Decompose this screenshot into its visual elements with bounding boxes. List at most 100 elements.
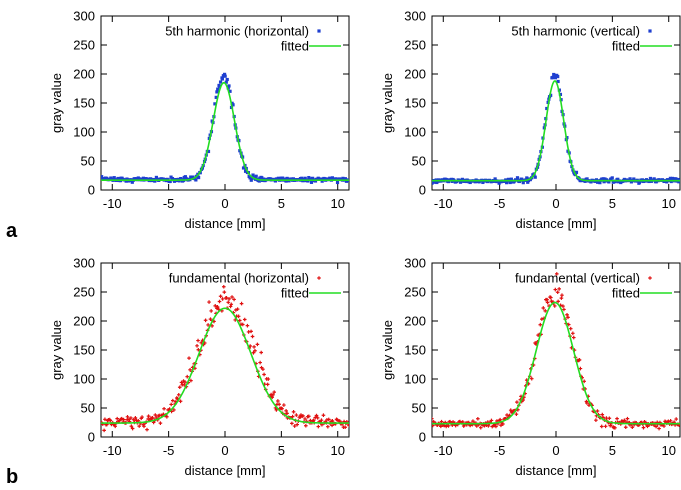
data-point: [520, 177, 524, 181]
data-point: [240, 322, 245, 327]
data-point: [486, 424, 491, 428]
data-point: [545, 300, 550, 305]
y-tick-label: 150: [404, 343, 426, 358]
data-point: [501, 422, 505, 426]
data-point: [250, 334, 255, 339]
plot-frame: [100, 262, 350, 438]
data-point: [140, 415, 144, 419]
y-axis-label: gray value: [380, 73, 395, 133]
data-point: [540, 317, 544, 321]
data-point: [607, 180, 611, 184]
y-tick-label: 50: [412, 401, 426, 416]
data-point: [525, 176, 529, 180]
x-tick-label: -10: [103, 196, 122, 211]
data-point: [320, 179, 324, 183]
data-point: [215, 90, 219, 94]
data-point: [603, 424, 608, 429]
data-point: [185, 374, 190, 379]
data-point: [172, 179, 177, 183]
data-point: [555, 290, 560, 295]
data-point: [551, 75, 555, 80]
data-point: [446, 179, 451, 184]
data-point: [498, 417, 502, 422]
fitted-curve: [432, 80, 680, 182]
data-point: [616, 177, 620, 181]
legend-marker: [317, 29, 321, 33]
data-point: [272, 390, 276, 394]
data-point: [676, 177, 680, 182]
data-point: [154, 175, 158, 180]
data-point: [557, 287, 561, 291]
data-point: [203, 318, 208, 323]
data-point: [601, 177, 605, 181]
data-point: [291, 410, 296, 414]
data-point: [529, 376, 534, 381]
data-point: [446, 424, 451, 428]
data-point: [294, 413, 299, 417]
data-point: [227, 84, 231, 88]
y-tick-label: 0: [88, 430, 95, 445]
data-point: [229, 302, 234, 307]
data-point: [556, 299, 560, 304]
data-point: [129, 416, 133, 420]
data-point: [241, 166, 246, 170]
data-point: [545, 106, 549, 111]
data-point: [314, 413, 319, 418]
data-point: [189, 378, 193, 383]
data-point: [313, 179, 318, 183]
data-point: [218, 80, 223, 84]
data-point: [568, 326, 573, 331]
y-tick-label: 100: [73, 125, 95, 140]
data-point: [218, 294, 223, 299]
x-tick-label: -10: [434, 196, 453, 211]
data-point: [261, 367, 265, 371]
data-point: [553, 76, 558, 80]
data-point: [165, 414, 169, 419]
data-point: [254, 174, 258, 178]
data-point: [654, 424, 658, 429]
data-point: [222, 290, 227, 294]
data-point: [145, 427, 149, 432]
data-point: [660, 178, 665, 182]
data-point: [177, 385, 182, 390]
y-tick-label: 200: [73, 314, 95, 329]
data-point: [228, 89, 232, 93]
data-point: [187, 356, 191, 360]
data-point: [286, 177, 290, 181]
data-point: [538, 322, 543, 327]
data-point: [589, 180, 593, 184]
data-point: [224, 80, 228, 84]
data-point: [594, 178, 599, 182]
data-point: [206, 323, 210, 327]
data-point: [253, 348, 257, 353]
x-tick-label: 10: [661, 443, 675, 458]
data-point: [326, 424, 330, 429]
x-tick-label: -10: [103, 443, 122, 458]
data-point: [561, 304, 565, 308]
data-point: [249, 178, 253, 182]
data-point: [217, 299, 222, 304]
data-point: [245, 323, 250, 328]
data-point: [265, 382, 270, 387]
data-point: [674, 177, 678, 181]
data-point: [541, 306, 546, 310]
data-point: [292, 424, 297, 428]
data-point: [439, 424, 443, 429]
data-point: [249, 329, 253, 334]
data-point: [231, 103, 235, 107]
data-point: [129, 424, 134, 428]
data-point: [478, 425, 483, 430]
data-point: [142, 424, 146, 429]
x-tick-label: 10: [661, 196, 675, 211]
data-point: [474, 424, 479, 428]
data-point: [149, 177, 153, 181]
data-point: [171, 398, 175, 403]
data-point: [228, 304, 233, 309]
data-point: [235, 307, 240, 311]
data-point: [543, 309, 548, 313]
y-tick-label: 0: [419, 183, 426, 198]
data-point: [131, 417, 136, 422]
data-point: [274, 408, 279, 412]
x-axis-label: distance [mm]: [516, 463, 597, 478]
data-point: [648, 176, 653, 181]
